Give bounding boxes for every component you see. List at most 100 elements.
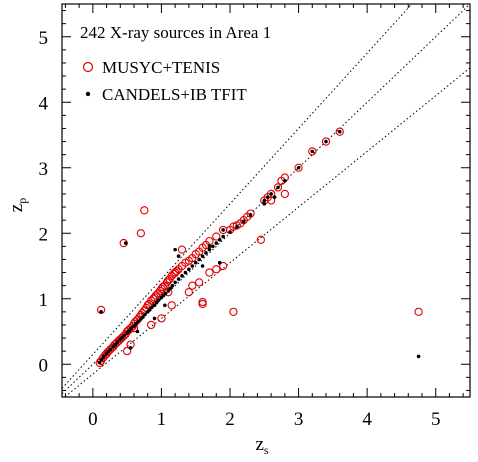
point-candels bbox=[143, 312, 147, 317]
point-candels bbox=[269, 192, 273, 196]
point-musyc bbox=[229, 307, 238, 316]
point-musyc bbox=[198, 299, 207, 309]
point-candels bbox=[262, 201, 267, 206]
point-candels bbox=[99, 310, 103, 314]
point-musyc bbox=[212, 232, 221, 241]
point-candels bbox=[190, 264, 195, 268]
point-candels bbox=[221, 234, 225, 239]
point-musyc bbox=[335, 127, 344, 136]
point-candels bbox=[180, 274, 184, 278]
tick-labels: 0 1 2 3 4 5 0 1 2 3 4 5 bbox=[39, 28, 441, 430]
point-candels bbox=[132, 324, 136, 329]
point-musyc bbox=[122, 346, 132, 356]
point-musyc bbox=[157, 314, 166, 323]
point-candels bbox=[204, 251, 208, 255]
point-musyc bbox=[246, 209, 255, 218]
point-candels bbox=[156, 298, 161, 302]
point-candels bbox=[170, 283, 175, 288]
point-candels bbox=[102, 354, 106, 359]
point-candels bbox=[214, 241, 219, 245]
point-candels bbox=[197, 257, 201, 262]
point-candels bbox=[166, 289, 171, 293]
point-candels bbox=[183, 270, 188, 275]
x-axis-title: zs bbox=[255, 434, 268, 457]
point-candels bbox=[262, 198, 267, 203]
point-musyc bbox=[218, 261, 228, 271]
point-candels bbox=[187, 267, 191, 272]
point-musyc bbox=[140, 206, 149, 215]
point-candels bbox=[217, 260, 222, 265]
point-candels bbox=[173, 280, 177, 285]
point-candels bbox=[235, 224, 239, 229]
point-candels bbox=[113, 342, 118, 347]
point-candels bbox=[200, 264, 205, 268]
point-candels bbox=[128, 346, 133, 350]
point-musyc bbox=[146, 320, 156, 330]
point-candels bbox=[272, 195, 277, 200]
point-candels bbox=[265, 195, 270, 200]
point-candels bbox=[168, 286, 173, 291]
point-musyc bbox=[273, 183, 283, 192]
point-candels bbox=[200, 254, 205, 258]
point-musyc bbox=[321, 137, 331, 146]
point-musyc bbox=[256, 235, 266, 244]
point-musyc bbox=[280, 189, 290, 199]
x-tick-label: 5 bbox=[431, 409, 441, 430]
point-musyc bbox=[172, 267, 181, 276]
point-candels bbox=[115, 340, 120, 344]
legend-marker-candels bbox=[85, 91, 91, 97]
y-tick-label: 5 bbox=[39, 28, 49, 49]
point-candels bbox=[104, 351, 109, 356]
point-candels bbox=[211, 244, 215, 249]
point-candels bbox=[193, 260, 198, 265]
axis-ticks bbox=[62, 4, 470, 397]
point-musyc bbox=[158, 282, 167, 292]
point-candels bbox=[283, 179, 287, 183]
point-musyc bbox=[205, 268, 214, 277]
point-musyc bbox=[151, 291, 161, 300]
point-candels bbox=[99, 357, 104, 362]
point-musyc bbox=[167, 301, 176, 310]
x-tick-label: 4 bbox=[362, 409, 372, 430]
y-tick-label: 4 bbox=[39, 93, 49, 114]
point-musyc bbox=[136, 229, 146, 238]
point-candels bbox=[337, 129, 342, 134]
point-candels bbox=[176, 254, 181, 258]
point-candels bbox=[163, 291, 168, 296]
point-musyc bbox=[414, 307, 423, 316]
point-musyc bbox=[188, 281, 197, 290]
point-musyc bbox=[266, 196, 276, 205]
point-musyc bbox=[114, 336, 124, 345]
point-musyc bbox=[184, 288, 194, 297]
point-musyc bbox=[194, 278, 204, 287]
point-candels bbox=[150, 305, 154, 310]
x-tick-label: 1 bbox=[157, 409, 167, 430]
x-tick-label: 0 bbox=[88, 409, 98, 430]
point-musyc bbox=[266, 189, 276, 199]
point-candels bbox=[97, 360, 102, 365]
legend-label-candels: CANDELS+IB TFIT bbox=[102, 85, 247, 104]
y-tick-label: 3 bbox=[39, 159, 49, 180]
point-candels bbox=[152, 316, 157, 321]
point-candels bbox=[129, 326, 134, 331]
point-candels bbox=[241, 219, 246, 224]
point-musyc bbox=[170, 268, 180, 277]
point-candels bbox=[221, 228, 225, 232]
point-candels bbox=[296, 165, 301, 170]
legend-marker-musyc bbox=[82, 61, 94, 73]
y-tick-label: 0 bbox=[39, 355, 49, 376]
point-candels bbox=[416, 354, 421, 359]
guide-lines bbox=[62, 4, 470, 397]
point-candels bbox=[141, 315, 145, 319]
point-musyc bbox=[177, 245, 187, 254]
point-candels bbox=[152, 303, 157, 308]
point-musyc bbox=[308, 147, 317, 156]
point-candels bbox=[248, 213, 253, 217]
point-candels bbox=[127, 329, 131, 333]
x-tick-label: 3 bbox=[294, 409, 304, 430]
point-candels bbox=[207, 244, 212, 249]
point-candels bbox=[217, 238, 222, 242]
data-points bbox=[95, 127, 423, 368]
point-candels bbox=[173, 247, 177, 252]
